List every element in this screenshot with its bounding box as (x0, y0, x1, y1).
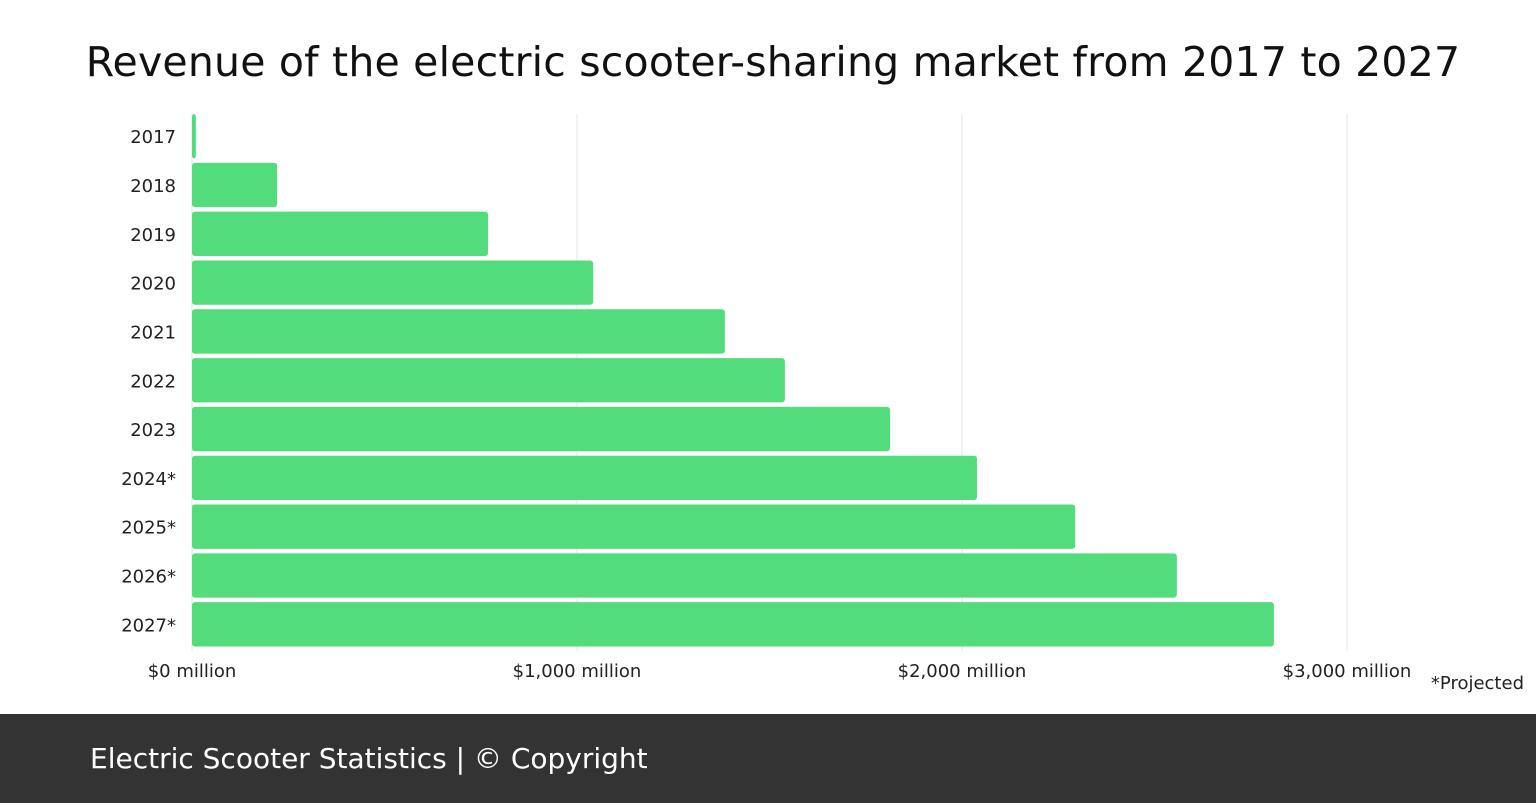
y-tick-label: 2022 (130, 371, 176, 392)
y-tick-label: 2018 (130, 176, 176, 197)
bar-2019 (192, 211, 489, 256)
y-tick-label: 2019 (130, 225, 176, 246)
bar-2018 (192, 162, 278, 208)
footer: Electric Scooter Statistics | © Copyrigh… (0, 714, 1536, 803)
y-tick-label: 2025* (121, 518, 176, 539)
bar-2022 (192, 358, 785, 403)
y-tick-label: 2023 (130, 420, 176, 441)
x-tick-label: $2,000 million (898, 661, 1027, 682)
bar-2024 (192, 455, 978, 501)
bar-2023 (192, 406, 891, 452)
bar-2020 (192, 260, 594, 305)
bar-2025 (192, 504, 1076, 549)
x-tick-label: $0 million (148, 661, 237, 682)
x-tick-label: $1,000 million (513, 661, 642, 682)
y-tick-label: 2026* (121, 567, 176, 588)
x-tick-label: $3,000 million (1283, 661, 1412, 682)
projected-note: *Projected (1431, 673, 1524, 694)
bar-chart: 2017 2018 2019 2020 2021 2022 2023 2024* 2025* 20… (121, 114, 1524, 694)
y-tick-label: 2024* (121, 469, 176, 490)
bar-2017 (192, 114, 196, 159)
y-tick-label: 2020 (130, 274, 176, 295)
y-tick-label: 2017 (130, 127, 176, 148)
bar-2027 (192, 602, 1274, 647)
bar-2026 (192, 553, 1177, 598)
y-tick-label: 2027* (121, 615, 176, 636)
y-tick-label: 2021 (130, 322, 176, 343)
chart-title: Revenue of the electric scooter-sharing … (85, 38, 1461, 86)
bar-2021 (192, 309, 725, 354)
footer-text: Electric Scooter Statistics | © Copyrigh… (90, 742, 648, 775)
